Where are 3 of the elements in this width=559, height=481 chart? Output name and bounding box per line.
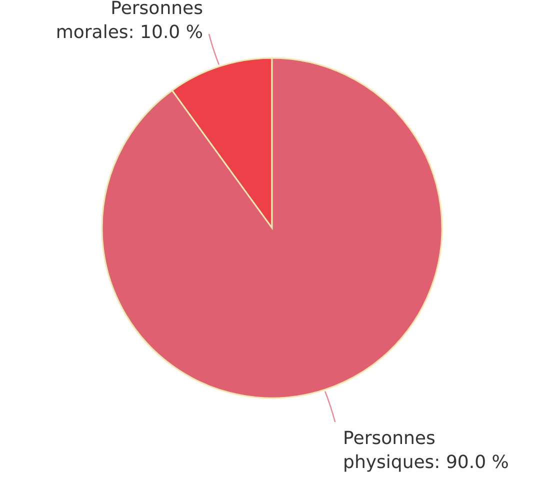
slice-label: Personnes physiques: 90.0 % xyxy=(343,428,509,474)
slice-label: Personnes morales: 10.0 % xyxy=(56,0,203,43)
pie-slice xyxy=(101,57,443,398)
